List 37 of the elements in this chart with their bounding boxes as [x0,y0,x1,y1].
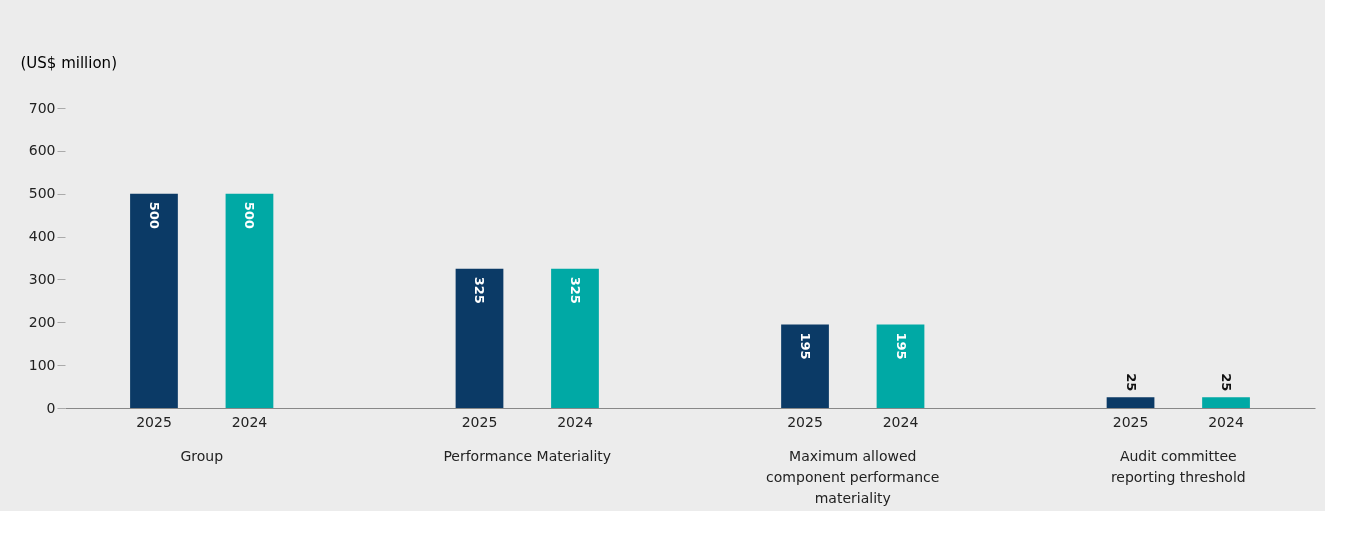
y-tick-label: 700 [28,99,56,116]
y-tick-label: 200 [28,313,56,330]
y-tick-label: 100 [28,356,56,373]
y-tick-label: 400 [28,228,56,245]
bar [1106,397,1155,408]
x-tick-label: Maximum allowed component performance materiality [766,448,940,506]
text: 2025 [1112,414,1149,430]
bar [130,193,178,408]
x-tick-label: Group [180,448,224,464]
bar [876,324,925,408]
y-tick-label: 300 [28,270,56,287]
data-label: 195 [798,332,814,360]
y-axis-title: (US$ million) [20,53,117,72]
data-label: 25 [1123,373,1139,392]
data-label: 25 [1219,373,1235,392]
data-label: 500 [146,201,162,229]
y-tick-label: 0 [46,399,56,416]
x-tick-label: Audit committee reporting threshold [1110,448,1246,485]
data-label: 195 [893,332,909,360]
text: 2024 [882,414,919,430]
bar [551,268,599,408]
bar [455,268,504,408]
data-label: 325 [472,276,488,304]
y-tick-label: 600 [28,142,56,159]
text: 2024 [1208,414,1244,430]
text: 2025 [461,414,498,430]
text: 2024 [557,414,593,430]
series-label: 2025 [136,414,172,430]
y-tick-label: 500 [28,185,56,202]
text: 2025 [787,414,823,430]
x-tick-label: Performance Materiality [443,448,612,464]
bar [225,193,274,408]
series-label: 2024 [231,414,268,430]
bar [781,324,829,408]
data-label: 500 [242,201,258,229]
data-label: 325 [567,276,583,304]
bar [1202,397,1250,408]
